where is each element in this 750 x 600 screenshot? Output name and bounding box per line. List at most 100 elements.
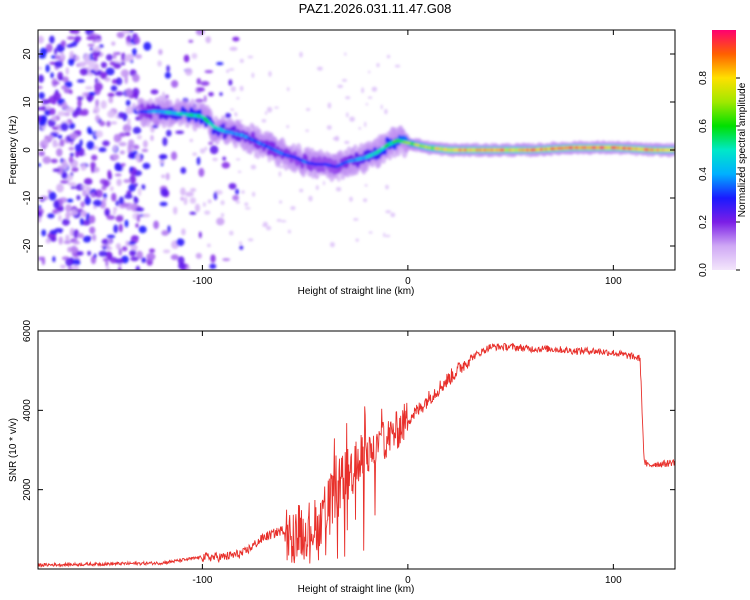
noise-cell: [72, 210, 79, 216]
snr-ylabel: SNR (10 * v/v): [8, 418, 19, 482]
noise-cell: [170, 151, 178, 161]
noise-cell: [183, 196, 188, 206]
noise-cell: [335, 187, 342, 192]
noise-cell: [79, 68, 89, 76]
noise-cell: [52, 139, 58, 148]
noise-cell: [394, 64, 401, 68]
x-tick-label: 100: [605, 575, 622, 586]
noise-cell: [115, 200, 119, 207]
noise-cell: [222, 258, 231, 262]
noise-cell: [186, 266, 191, 270]
noise-cell: [103, 179, 110, 188]
noise-cell: [230, 86, 236, 92]
noise-cell: [91, 154, 98, 161]
ridge-cell: [329, 159, 334, 166]
noise-cell: [190, 188, 197, 192]
noise-cell: [136, 250, 144, 260]
noise-cell: [135, 153, 141, 162]
noise-cell: [54, 48, 58, 55]
ridge-cell: [221, 123, 226, 130]
noise-cell: [183, 54, 190, 63]
noise-cell: [368, 231, 373, 234]
y-tick-label: 4000: [22, 399, 33, 422]
noise-cell: [120, 150, 124, 154]
noise-cell: [100, 61, 107, 69]
noise-cell: [234, 112, 237, 115]
noise-cell: [384, 108, 388, 115]
noise-cell: [345, 96, 351, 100]
noise-cell: [99, 44, 104, 48]
noise-cell: [71, 264, 80, 270]
noise-cell: [61, 101, 68, 110]
noise-cell: [99, 120, 106, 127]
ridge-cell: [158, 113, 163, 120]
noise-cell: [41, 99, 50, 105]
ridge-cell: [232, 125, 237, 132]
noise-cell: [78, 110, 88, 116]
noise-cell: [113, 144, 117, 152]
noise-cell: [276, 219, 282, 222]
noise-cell: [75, 183, 85, 191]
colorbar: 0.0 0.2 0.4 0.6 0.8 Normalized spectral ampl…: [698, 30, 748, 277]
noise-cell: [95, 99, 99, 107]
noise-cell: [133, 144, 140, 150]
noise-cell: [75, 130, 82, 134]
noise-cell: [117, 112, 125, 119]
noise-cell: [76, 79, 85, 83]
noise-cell: [68, 122, 76, 130]
noise-cell: [38, 66, 43, 70]
noise-cell: [212, 157, 218, 162]
noise-cell: [52, 92, 62, 101]
noise-cell: [121, 163, 126, 167]
noise-cell: [47, 213, 55, 219]
noise-cell: [68, 156, 74, 164]
noise-cell: [124, 75, 128, 85]
noise-cell: [127, 118, 131, 126]
noise-cell: [230, 108, 235, 111]
noise-cell: [103, 193, 107, 200]
noise-cell: [116, 31, 125, 39]
noise-cell: [185, 191, 194, 197]
noise-cell: [176, 238, 185, 247]
noise-cell: [225, 112, 232, 119]
noise-cell: [315, 185, 319, 191]
snr-panel: -100 0 100 2000 4000 6000 Height of straight …: [8, 319, 676, 595]
noise-cell: [280, 220, 287, 223]
noise-cell: [171, 80, 179, 88]
noise-cell: [54, 228, 64, 233]
y-tick-label: 6000: [22, 319, 33, 342]
noise-cell: [54, 60, 63, 68]
noise-cell: [136, 214, 140, 223]
noise-cell: [57, 134, 63, 139]
noise-cell: [102, 140, 110, 147]
noise-cell: [65, 106, 75, 113]
noise-cell: [56, 148, 63, 157]
noise-cell: [100, 71, 108, 80]
noise-cell: [346, 112, 349, 118]
noise-cell: [371, 86, 378, 92]
noise-cell: [123, 179, 131, 183]
noise-cell: [121, 30, 131, 35]
noise-cell: [70, 42, 78, 47]
noise-cell: [45, 64, 50, 73]
noise-cell: [222, 156, 227, 161]
noise-cell: [327, 102, 332, 109]
noise-cell: [68, 58, 75, 66]
colorbar-tick-label: 0.8: [698, 71, 709, 85]
noise-cell: [278, 171, 282, 177]
noise-cell: [64, 112, 71, 117]
noise-cell: [165, 94, 169, 99]
noise-cell: [66, 198, 74, 203]
noise-cell: [262, 224, 267, 227]
noise-cell: [143, 41, 152, 51]
noise-cell: [229, 46, 238, 51]
noise-cell: [196, 78, 202, 85]
noise-cell: [92, 233, 97, 242]
snr-xlabel: Height of straight line (km): [298, 584, 415, 595]
noise-cell: [110, 121, 118, 125]
snr-series: [38, 342, 675, 568]
noise-cell: [59, 139, 65, 147]
noise-cell: [299, 51, 303, 58]
noise-cell: [87, 94, 93, 103]
